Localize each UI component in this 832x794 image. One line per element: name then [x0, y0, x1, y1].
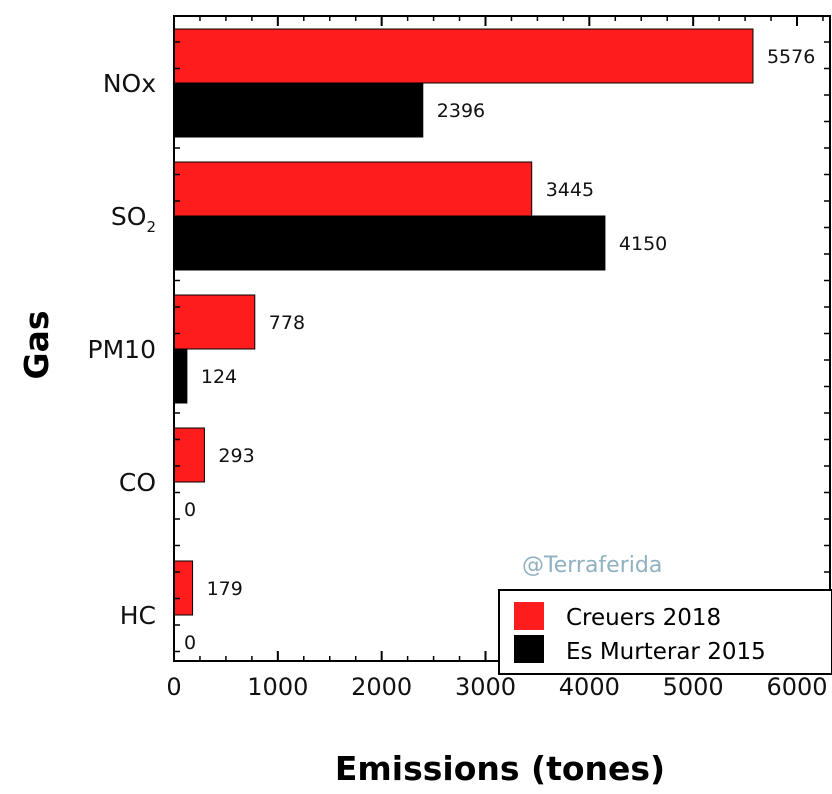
x-tick-label: 2000 — [351, 673, 412, 701]
legend-swatch-murterar — [514, 635, 544, 663]
value-label: 0 — [184, 632, 196, 654]
legend: Creuers 2018 Es Murterar 2015 — [498, 589, 832, 675]
value-label: 5576 — [767, 46, 815, 68]
bar-pm10-creuers — [173, 294, 256, 350]
bar-nox-creuers — [173, 28, 754, 84]
legend-box — [498, 589, 832, 675]
bar-co-creuers — [173, 427, 205, 483]
value-label: 293 — [218, 445, 254, 467]
legend-label-murterar: Es Murterar 2015 — [566, 639, 766, 665]
value-label: 4150 — [619, 233, 667, 255]
value-label: 0 — [184, 499, 196, 521]
category-label: HC — [120, 601, 156, 630]
x-tick-label: 1000 — [247, 673, 308, 701]
y-axis-title: Gas — [17, 311, 56, 380]
value-label: 2396 — [437, 100, 485, 122]
bars-layer — [173, 28, 754, 616]
value-label: 179 — [207, 578, 243, 600]
bar-hc-creuers — [173, 560, 194, 616]
category-label: SO2 — [111, 202, 156, 236]
x-tick-label: 0 — [166, 673, 181, 701]
value-label: 124 — [201, 366, 237, 388]
x-axis-title: Emissions (tones) — [335, 749, 665, 788]
bar-so2-murterar — [173, 215, 606, 271]
category-label: CO — [119, 468, 156, 497]
value-label: 778 — [269, 312, 305, 334]
x-tick-label: 6000 — [766, 673, 827, 701]
x-tick-label: 3000 — [455, 673, 516, 701]
legend-swatch-creuers — [514, 602, 544, 630]
bar-nox-murterar — [173, 82, 424, 138]
x-tick-label: 4000 — [559, 673, 620, 701]
watermark: @Terraferida — [522, 553, 662, 578]
bar-so2-creuers — [173, 161, 533, 217]
x-tick-label: 5000 — [663, 673, 724, 701]
legend-label-creuers: Creuers 2018 — [566, 605, 721, 631]
labels-layer: 5576 2396 NOx 3445 4150 SO2 778 124 PM10 293 0 CO 17… — [88, 46, 828, 701]
category-label: NOx — [103, 69, 156, 98]
category-label: PM10 — [88, 335, 156, 364]
value-label: 3445 — [546, 179, 594, 201]
bar-pm10-murterar — [173, 348, 188, 404]
